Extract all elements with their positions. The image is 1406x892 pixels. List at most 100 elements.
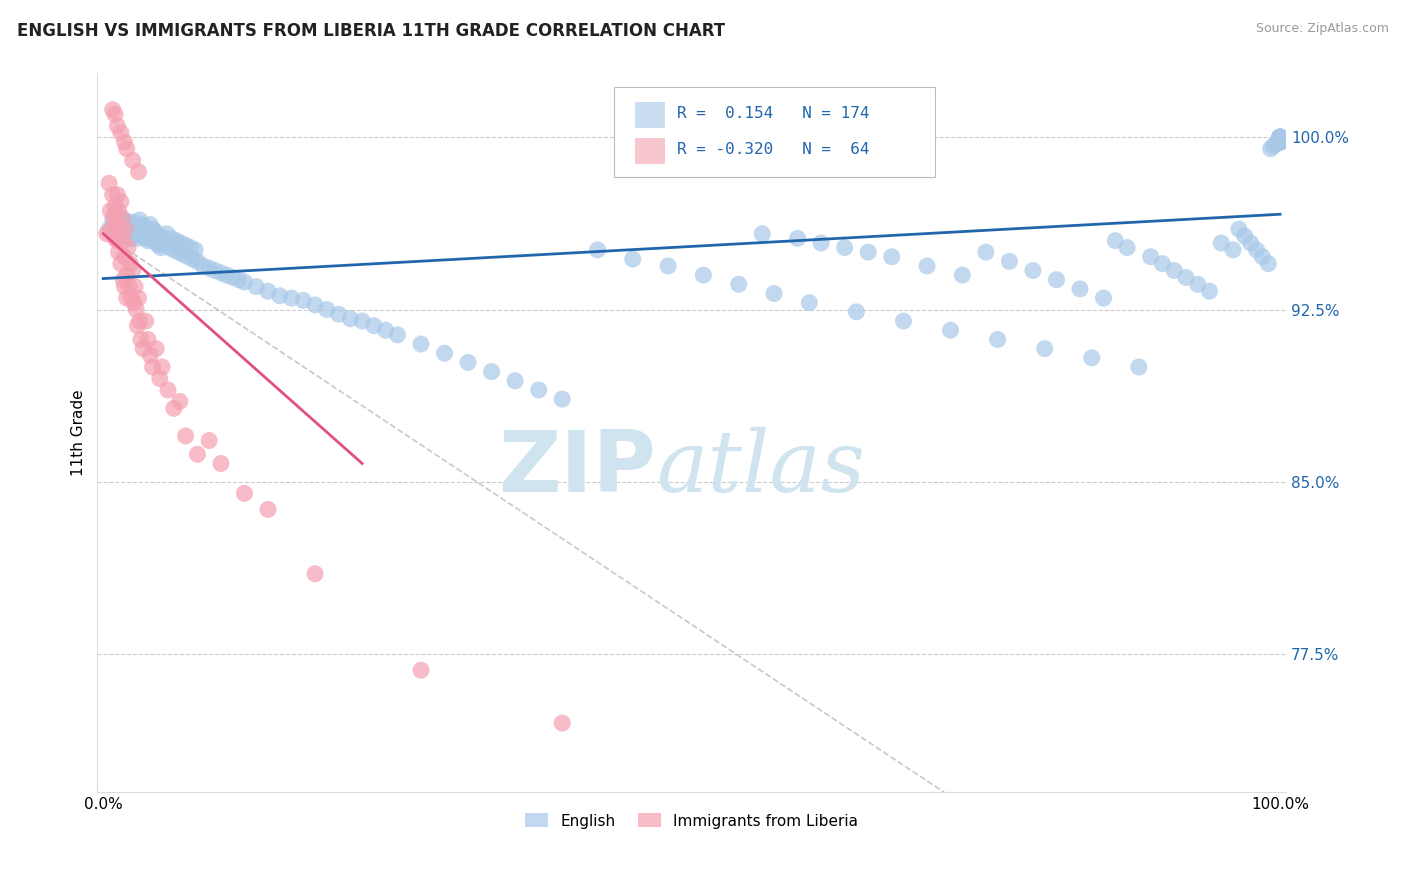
Point bbox=[1268, 130, 1291, 145]
Point bbox=[135, 222, 157, 236]
Point bbox=[1187, 277, 1209, 292]
Point bbox=[110, 215, 132, 229]
Point bbox=[131, 218, 153, 232]
Point bbox=[98, 176, 121, 190]
Point bbox=[163, 401, 186, 416]
Point bbox=[128, 165, 150, 179]
Point bbox=[551, 716, 574, 731]
Point bbox=[110, 257, 132, 271]
Text: Source: ZipAtlas.com: Source: ZipAtlas.com bbox=[1256, 22, 1389, 36]
Point bbox=[1022, 263, 1045, 277]
Point bbox=[1268, 135, 1291, 149]
Point bbox=[148, 238, 170, 252]
Point bbox=[165, 234, 187, 248]
Point bbox=[104, 206, 127, 220]
Point bbox=[177, 250, 200, 264]
Point bbox=[122, 295, 145, 310]
Point bbox=[186, 254, 208, 268]
Point bbox=[1268, 130, 1291, 145]
Point bbox=[111, 219, 134, 234]
Point bbox=[1268, 135, 1291, 149]
Point bbox=[1104, 234, 1126, 248]
Point bbox=[104, 199, 127, 213]
Point bbox=[172, 247, 194, 261]
Point bbox=[1268, 130, 1291, 145]
Point bbox=[893, 314, 915, 328]
Point bbox=[105, 218, 128, 232]
Point bbox=[149, 229, 172, 244]
Point bbox=[1268, 135, 1291, 149]
Point bbox=[315, 302, 337, 317]
Point bbox=[363, 318, 385, 333]
Point bbox=[1211, 235, 1233, 250]
Text: atlas: atlas bbox=[657, 427, 865, 509]
Point bbox=[257, 284, 280, 298]
Point bbox=[292, 293, 315, 308]
Point bbox=[107, 203, 129, 218]
Point bbox=[128, 314, 150, 328]
Point bbox=[1268, 135, 1291, 149]
Point bbox=[1268, 130, 1291, 145]
Point bbox=[657, 259, 679, 273]
Point bbox=[174, 238, 197, 252]
Point bbox=[101, 103, 124, 117]
Point bbox=[124, 227, 146, 241]
Point bbox=[112, 213, 135, 227]
Point bbox=[118, 225, 141, 239]
Point bbox=[117, 218, 139, 232]
Point bbox=[149, 241, 172, 255]
Point bbox=[156, 227, 179, 241]
Point bbox=[352, 314, 374, 328]
Point bbox=[143, 225, 166, 239]
Point bbox=[1268, 130, 1291, 145]
Point bbox=[129, 227, 152, 241]
Point bbox=[1268, 130, 1291, 145]
Point bbox=[1268, 135, 1291, 149]
Point bbox=[198, 261, 221, 276]
Point bbox=[763, 286, 786, 301]
Point bbox=[751, 227, 773, 241]
Point bbox=[1227, 222, 1250, 236]
Point bbox=[1267, 135, 1289, 149]
Point bbox=[1268, 130, 1291, 145]
Point bbox=[1251, 250, 1274, 264]
Point bbox=[1081, 351, 1104, 365]
Point bbox=[121, 263, 143, 277]
Point bbox=[1268, 130, 1291, 145]
Point bbox=[153, 235, 176, 250]
Point bbox=[184, 243, 207, 257]
Point bbox=[145, 342, 167, 356]
Point bbox=[209, 457, 232, 471]
Point bbox=[136, 333, 159, 347]
Point bbox=[1268, 130, 1291, 145]
Point bbox=[110, 227, 132, 241]
Point bbox=[1268, 130, 1291, 145]
Point bbox=[104, 107, 127, 121]
Point bbox=[786, 231, 808, 245]
Point bbox=[112, 273, 135, 287]
Point bbox=[163, 243, 186, 257]
Point bbox=[339, 311, 361, 326]
Point bbox=[100, 222, 122, 236]
Point bbox=[110, 194, 132, 209]
Point bbox=[156, 383, 179, 397]
Point bbox=[125, 302, 148, 317]
Point bbox=[145, 235, 167, 250]
Point bbox=[1268, 130, 1291, 145]
Point bbox=[1261, 139, 1284, 153]
Point bbox=[810, 235, 832, 250]
Text: R =  0.154   N = 174: R = 0.154 N = 174 bbox=[678, 106, 870, 121]
Point bbox=[107, 211, 129, 225]
Point bbox=[128, 213, 150, 227]
Point bbox=[1268, 130, 1291, 145]
Point bbox=[121, 291, 143, 305]
Point bbox=[101, 187, 124, 202]
Point bbox=[120, 257, 142, 271]
Point bbox=[138, 227, 160, 241]
Point bbox=[114, 215, 136, 229]
Point bbox=[457, 355, 479, 369]
Point bbox=[974, 245, 997, 260]
Point bbox=[233, 275, 256, 289]
Point bbox=[304, 298, 326, 312]
Point bbox=[105, 218, 128, 232]
